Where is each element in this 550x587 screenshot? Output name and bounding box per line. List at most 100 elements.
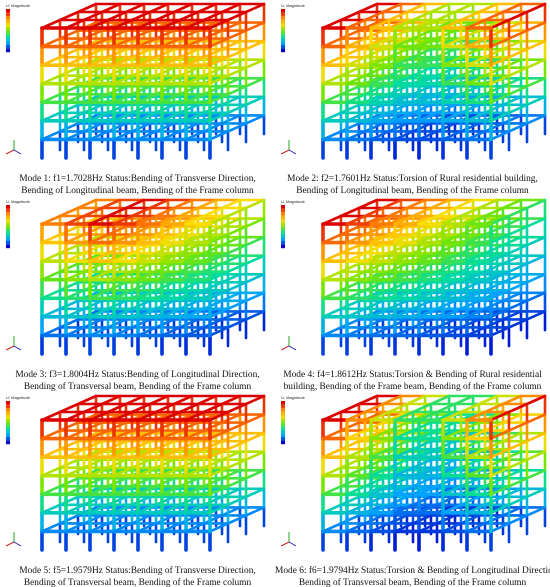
frame-member xyxy=(357,394,379,406)
frame-member xyxy=(58,402,80,414)
frame-member xyxy=(130,458,152,470)
legend-swatch xyxy=(281,45,285,49)
legend-swatch xyxy=(6,437,10,441)
frame-member xyxy=(411,10,433,22)
frame-member xyxy=(339,402,361,414)
frame-member xyxy=(387,103,409,115)
legend-swatch xyxy=(6,215,10,220)
legend-swatch xyxy=(281,241,285,245)
frame-member xyxy=(178,225,200,236)
frame-member xyxy=(244,76,266,88)
caption-line: Mode 4: f4=1.8612Hz Status:Torsion & Ben… xyxy=(283,370,542,380)
frame-member xyxy=(208,18,230,30)
frame-member xyxy=(387,439,409,451)
frame-member xyxy=(244,217,266,228)
frame-member xyxy=(363,206,385,218)
frame-member xyxy=(435,10,457,22)
frame-member xyxy=(357,198,379,210)
frame-member xyxy=(501,413,523,424)
frame-member xyxy=(244,235,266,247)
frame-member xyxy=(501,76,523,88)
frame-member xyxy=(58,66,80,78)
legend-title: U, Magnitude xyxy=(6,199,31,204)
frame-member xyxy=(154,439,176,451)
frame-member xyxy=(363,495,385,507)
axis-triad xyxy=(13,541,22,547)
frame-member xyxy=(202,514,224,525)
frame-member xyxy=(208,270,230,282)
legend-swatch xyxy=(281,23,285,27)
legend-swatch xyxy=(6,426,10,430)
frame-member xyxy=(411,122,433,133)
axis-triad xyxy=(280,149,290,155)
frame-member xyxy=(220,431,242,443)
frame-member xyxy=(489,307,511,319)
frame-member xyxy=(411,318,433,329)
legend-swatch xyxy=(6,440,10,445)
frame-member xyxy=(411,29,433,40)
frame-member xyxy=(525,95,547,107)
legend-swatch xyxy=(6,212,10,216)
frame-member xyxy=(202,439,224,451)
frame-member xyxy=(208,307,230,319)
frame-member xyxy=(507,10,529,22)
frame-member xyxy=(154,47,176,59)
frame-member xyxy=(489,55,511,67)
legend-swatch xyxy=(6,45,10,49)
frame-member xyxy=(501,198,523,210)
frame-member xyxy=(106,439,128,451)
frame-member xyxy=(501,310,523,321)
frame-member xyxy=(226,280,248,292)
frame-member xyxy=(220,450,242,462)
frame-member xyxy=(82,103,104,115)
frame-member xyxy=(172,198,194,210)
frame-member xyxy=(405,198,427,210)
frame-member xyxy=(489,37,511,48)
frame-member xyxy=(429,2,451,14)
frame-member xyxy=(148,198,170,210)
frame-member xyxy=(244,95,266,107)
frame-member xyxy=(178,476,200,488)
frame-member xyxy=(459,47,481,59)
frame-member xyxy=(525,254,547,266)
frame-member xyxy=(106,122,128,133)
caption-line: building, Bending of the Frame beam, Ben… xyxy=(283,382,542,392)
frame-member xyxy=(130,476,152,488)
frame-member xyxy=(525,58,547,70)
frame-member xyxy=(244,310,266,321)
frame-member xyxy=(507,458,529,470)
frame-member xyxy=(106,206,128,218)
legend-swatch xyxy=(6,208,10,213)
frame-member xyxy=(483,225,505,236)
legend-swatch xyxy=(6,244,10,249)
frame-member xyxy=(411,495,433,507)
frame-member xyxy=(411,66,433,78)
legend-swatch xyxy=(281,223,285,227)
frame-member xyxy=(339,458,361,470)
frame-member xyxy=(76,394,98,406)
frame-member xyxy=(130,495,152,507)
frame-member xyxy=(82,402,104,414)
legend-swatch xyxy=(6,411,10,416)
panel: U, Magnitude Mode 5: f5=1.9579Hz Status:B… xyxy=(0,392,275,587)
frame-member xyxy=(100,2,122,14)
frame-member xyxy=(411,243,433,255)
caption-line: Bending of Longitudinal beam, Bending of… xyxy=(296,186,529,196)
frame-member xyxy=(339,495,361,507)
frame-member xyxy=(154,402,176,414)
frame-member xyxy=(429,198,451,210)
frame-member xyxy=(202,402,224,414)
frame-member xyxy=(220,468,242,480)
frame-member xyxy=(435,476,457,488)
frame-member xyxy=(459,225,481,236)
frame-member xyxy=(82,476,104,488)
frame-member xyxy=(459,103,481,115)
frame-member xyxy=(148,394,170,406)
frame-member xyxy=(130,84,152,96)
frame-member xyxy=(208,466,230,478)
frame-member xyxy=(106,103,128,115)
frame-member xyxy=(202,225,224,236)
legend-swatch xyxy=(6,237,10,241)
frame-member xyxy=(363,280,385,292)
frame-member xyxy=(202,84,224,96)
